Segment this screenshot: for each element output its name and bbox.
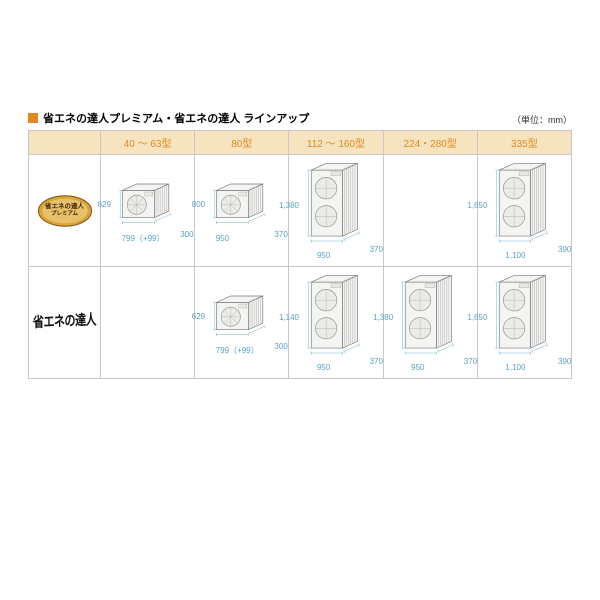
premium-label-big: 省エネの達人 bbox=[45, 204, 84, 211]
depth-label: 370 bbox=[464, 358, 477, 366]
page-title: 省エネの達人プレミアム・省エネの達人 ラインアップ bbox=[28, 110, 309, 126]
column-header: 112 ～ 160型 bbox=[289, 131, 383, 155]
ac-unit-diagram: 1,6501,100390 bbox=[491, 160, 557, 256]
ac-unit-diagram: 800950370 bbox=[210, 179, 274, 237]
ac-unit-diagram: 629799（+99）300 bbox=[210, 291, 274, 349]
height-label: 1,140 bbox=[279, 314, 299, 322]
depth-label: 390 bbox=[558, 246, 571, 254]
premium-badge-icon: 省エネの達人プレミアム bbox=[36, 193, 94, 229]
ac-unit-diagram: 1,140950370 bbox=[303, 272, 369, 368]
ac-unit-diagram: 1,380950370 bbox=[397, 272, 463, 368]
lineup-table: 40 ～ 63型80型112 ～ 160型224・280型335型 省エネの達人… bbox=[28, 130, 572, 379]
ac-unit-diagram: 629799（+99）300 bbox=[116, 179, 180, 237]
tatsujin-row: 省エネの達人 629 799（+99） 300 bbox=[29, 267, 572, 379]
width-label: 950 bbox=[317, 364, 330, 372]
depth-label: 300 bbox=[180, 231, 193, 239]
width-label: 950 bbox=[317, 252, 330, 260]
lineup-page: 省エネの達人プレミアム・省エネの達人 ラインアップ （単位：mm） 40 ～ 6… bbox=[0, 0, 600, 379]
tatsujin-label: 省エネの達人 bbox=[29, 314, 100, 332]
depth-label: 300 bbox=[274, 343, 287, 351]
ac-unit-diagram: 1,6501,100390 bbox=[491, 272, 557, 368]
column-header: 80型 bbox=[195, 131, 289, 155]
premium-badge-cell: 省エネの達人プレミアム bbox=[29, 155, 101, 267]
height-label: 629 bbox=[192, 313, 205, 321]
height-label: 1,650 bbox=[467, 202, 487, 210]
width-label: 799（+99） bbox=[122, 235, 165, 243]
unit-cell: 1,380950370 bbox=[383, 267, 477, 379]
column-header: 224・280型 bbox=[383, 131, 477, 155]
premium-label-small: プレミアム bbox=[51, 212, 78, 218]
height-label: 1,650 bbox=[467, 314, 487, 322]
unit-cell: 800 950 370 bbox=[195, 155, 289, 267]
unit-cell: 1,380950370 bbox=[289, 155, 383, 267]
unit-cell: 1,6501,100390 bbox=[477, 267, 571, 379]
column-header: 335型 bbox=[477, 131, 571, 155]
title-text: 省エネの達人プレミアム・省エネの達人 ラインアップ bbox=[43, 110, 309, 126]
unit-cell: 629 799（+99） 300 bbox=[195, 267, 289, 379]
corner-cell bbox=[29, 131, 101, 155]
column-header: 40 ～ 63型 bbox=[101, 131, 195, 155]
width-label: 799（+99） bbox=[216, 347, 259, 355]
depth-label: 370 bbox=[274, 231, 287, 239]
width-label: 950 bbox=[216, 235, 229, 243]
width-label: 1,100 bbox=[505, 252, 525, 260]
unit-cell: 1,6501,100390 bbox=[477, 155, 571, 267]
title-marker-icon bbox=[28, 113, 38, 123]
unit-label: （単位：mm） bbox=[512, 113, 572, 126]
unit-cell bbox=[383, 155, 477, 267]
width-label: 950 bbox=[411, 364, 424, 372]
depth-label: 370 bbox=[370, 246, 383, 254]
tatsujin-badge-cell: 省エネの達人 bbox=[29, 267, 101, 379]
ac-unit-diagram: 1,380950370 bbox=[303, 160, 369, 256]
unit-cell bbox=[101, 267, 195, 379]
height-label: 629 bbox=[98, 201, 111, 209]
height-label: 800 bbox=[192, 201, 205, 209]
depth-label: 390 bbox=[558, 358, 571, 366]
premium-row: 省エネの達人プレミアム 629799（+99）300 8009 bbox=[29, 155, 572, 267]
title-row: 省エネの達人プレミアム・省エネの達人 ラインアップ （単位：mm） bbox=[28, 110, 572, 126]
height-label: 1,380 bbox=[373, 314, 393, 322]
unit-cell: 1,140950370 bbox=[289, 267, 383, 379]
height-label: 1,380 bbox=[279, 202, 299, 210]
width-label: 1,100 bbox=[505, 364, 525, 372]
table-header-row: 40 ～ 63型80型112 ～ 160型224・280型335型 bbox=[29, 131, 572, 155]
depth-label: 370 bbox=[370, 358, 383, 366]
unit-cell: 629 799（+99） 300 bbox=[101, 155, 195, 267]
